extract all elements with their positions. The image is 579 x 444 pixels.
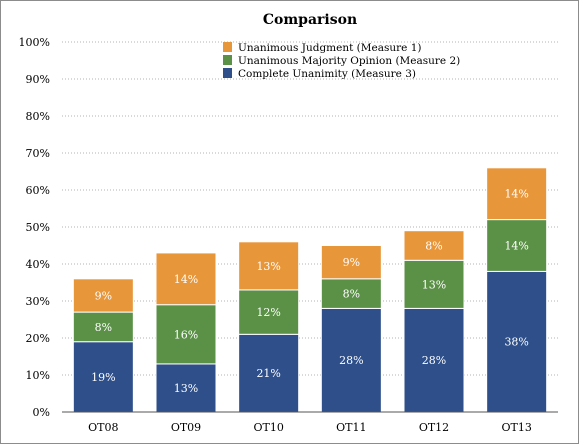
bar-data-label: 14% bbox=[174, 273, 198, 286]
y-tick-label: 60% bbox=[26, 184, 50, 197]
y-axis: 0% 10% 20% 30% 40% 50% 60% 70% 80% 90% 100% bbox=[19, 36, 50, 419]
x-tick-label: OT08 bbox=[88, 421, 118, 434]
bar-data-label: 16% bbox=[174, 328, 198, 341]
bar-data-label: 13% bbox=[174, 382, 198, 395]
bar-data-label: 9% bbox=[95, 289, 112, 302]
bar-segment-ot08-s3 bbox=[72, 278, 134, 313]
bar-segment-ot13-s1 bbox=[486, 270, 548, 413]
bar-data-label: 8% bbox=[343, 288, 360, 301]
y-tick-label: 0% bbox=[33, 406, 50, 419]
x-tick-label: OT10 bbox=[253, 421, 283, 434]
bar-data-label: 12% bbox=[256, 306, 280, 319]
bar-data-label: 21% bbox=[256, 367, 280, 380]
bar-segment-ot13-s2 bbox=[486, 219, 548, 272]
bar-segment-ot09-s2 bbox=[155, 304, 217, 365]
legend-swatch bbox=[223, 68, 232, 78]
bar-data-label: 13% bbox=[256, 260, 280, 273]
y-tick-label: 30% bbox=[26, 295, 50, 308]
bar-segment-ot13-s3 bbox=[486, 167, 548, 221]
bar-data-label: 38% bbox=[504, 336, 528, 349]
legend-label: Unanimous Judgment (Measure 1) bbox=[238, 42, 421, 54]
y-tick-label: 10% bbox=[26, 369, 50, 382]
y-tick-label: 80% bbox=[26, 110, 50, 123]
y-tick-label: 90% bbox=[26, 73, 50, 86]
bar-data-label: 14% bbox=[504, 188, 528, 201]
grid-lines bbox=[62, 41, 558, 376]
x-tick-label: OT11 bbox=[336, 421, 366, 434]
bar-segment-ot10-s1 bbox=[238, 333, 300, 413]
bar-data-label: 13% bbox=[422, 278, 446, 291]
y-tick-label: 20% bbox=[26, 332, 50, 345]
x-tick-label: OT13 bbox=[501, 421, 531, 434]
bar-segment-ot11-s1 bbox=[320, 307, 382, 413]
bar-segment-ot10-s3 bbox=[238, 241, 300, 291]
chart-title: Comparison bbox=[263, 12, 357, 28]
bar-data-label: 8% bbox=[425, 240, 442, 253]
bar-segment-ot11-s2 bbox=[320, 278, 382, 309]
x-axis: OT08 OT09 OT10 OT11 OT12 OT13 bbox=[62, 411, 558, 434]
x-tick-label: OT12 bbox=[419, 421, 449, 434]
bar-segment-ot09-s3 bbox=[155, 252, 217, 306]
bar-segment-ot12-s2 bbox=[403, 259, 465, 309]
bar-segment-ot12-s3 bbox=[403, 230, 465, 261]
bar-data-label: 28% bbox=[422, 354, 446, 367]
legend: Unanimous Judgment (Measure 1)Unanimous … bbox=[223, 42, 460, 80]
y-tick-label: 50% bbox=[26, 221, 50, 234]
bar-data-label: 28% bbox=[339, 354, 363, 367]
bar-data-label: 19% bbox=[91, 371, 115, 384]
legend-label: Complete Unanimity (Measure 3) bbox=[238, 68, 416, 80]
bar-segment-ot08-s1 bbox=[72, 341, 134, 413]
x-tick-label: OT09 bbox=[171, 421, 201, 434]
y-tick-label: 100% bbox=[19, 36, 50, 49]
legend-swatch bbox=[223, 55, 232, 65]
bar-data-label: 9% bbox=[343, 256, 360, 269]
y-tick-label: 40% bbox=[26, 258, 50, 271]
bar-segment-ot11-s3 bbox=[320, 245, 382, 280]
legend-label: Unanimous Majority Opinion (Measure 2) bbox=[238, 55, 460, 67]
legend-swatch bbox=[223, 42, 232, 52]
bars: 19% 8% 9% 13% 16% 14% 21% 12% 13% 28% 8% 9% 28% 13% 8%… bbox=[72, 167, 548, 413]
y-tick-label: 70% bbox=[26, 147, 50, 160]
bar-data-label: 14% bbox=[504, 240, 528, 253]
bar-segment-ot10-s2 bbox=[238, 289, 300, 335]
bar-data-label: 8% bbox=[95, 321, 112, 334]
